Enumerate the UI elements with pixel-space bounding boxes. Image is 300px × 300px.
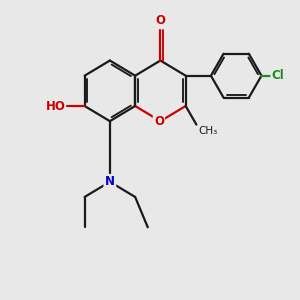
Text: HO: HO xyxy=(46,100,65,112)
Text: CH₃: CH₃ xyxy=(198,126,217,136)
Text: N: N xyxy=(105,175,115,188)
Text: O: O xyxy=(154,115,164,128)
Text: Cl: Cl xyxy=(271,69,284,82)
Text: O: O xyxy=(155,14,165,27)
